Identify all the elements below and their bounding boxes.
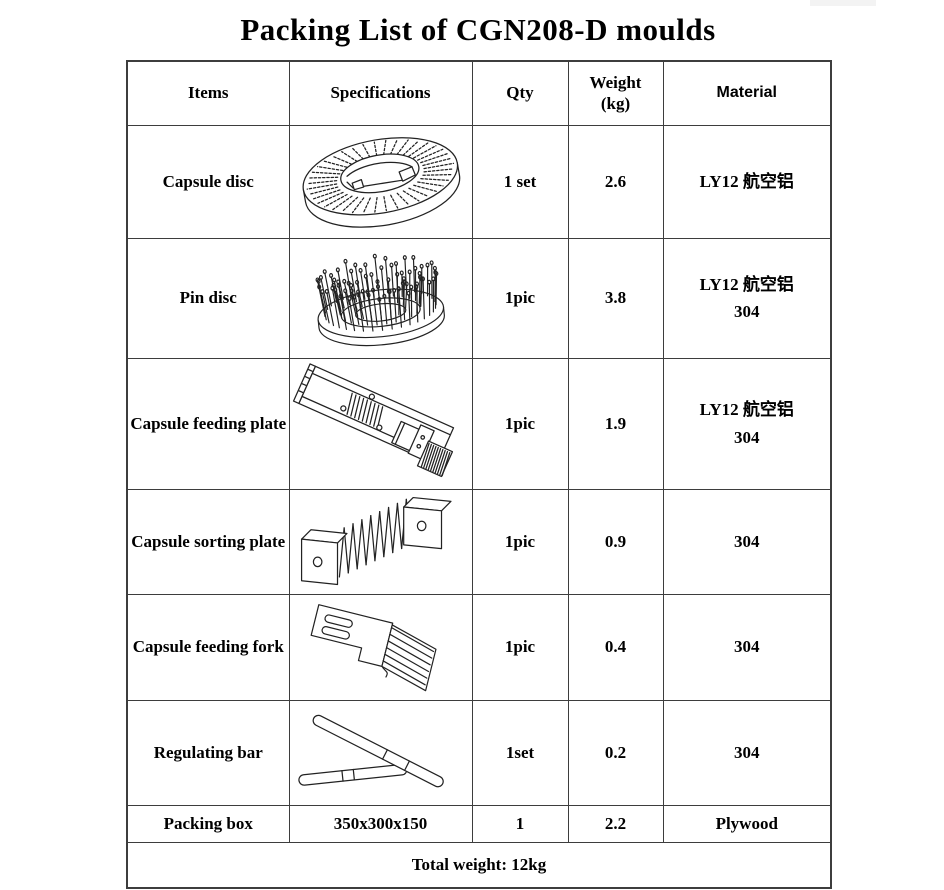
weight-value: 0.4 (567, 593, 664, 701)
col-header-material: Material (662, 60, 832, 126)
total-weight: Total weight: 12kg (126, 841, 832, 888)
material-line: 304 (734, 531, 760, 551)
table-row: Capsule sorting plate 1pic 0.9 304 (126, 488, 832, 595)
weight-value: 1.9 (567, 357, 664, 490)
page-title: Packing List of CGN208-D moulds (240, 12, 716, 47)
weight-header-line2: (kg) (600, 94, 631, 114)
spec-image-cell (288, 124, 473, 239)
material-value: LY12 航空铝 304 (662, 237, 832, 359)
qty-value: 1pic (471, 237, 569, 359)
table-row: Packing box 350x300x150 1 2.2 Plywood (126, 804, 832, 843)
item-name: Capsule feeding fork (126, 593, 290, 701)
table-row: Capsule disc (126, 124, 832, 239)
material-line: 304 (734, 427, 760, 447)
material-value: 304 (662, 593, 832, 701)
spec-image-cell (288, 593, 473, 701)
spec-text-cell: 350x300x150 (288, 804, 473, 843)
item-name: Packing box (126, 804, 290, 843)
col-header-items: Items (126, 60, 290, 126)
table-row: Pin disc 1pic 3.8 LY12 航 (126, 237, 832, 359)
capsule-disc-drawing (302, 136, 460, 228)
weight-value: 0.9 (567, 488, 664, 595)
qty-value: 1set (471, 699, 569, 806)
header-row: Items Specifications Qty Weight (kg) Mat… (126, 60, 832, 126)
col-header-specifications: Specifications (288, 60, 473, 126)
spec-image-cell (288, 699, 473, 806)
qty-value: 1 (471, 804, 569, 843)
table-row: Regulating bar (126, 699, 832, 806)
qty-value: 1pic (471, 488, 569, 595)
regulating-bar-drawing (297, 714, 444, 787)
item-name: Regulating bar (126, 699, 290, 806)
item-name: Capsule feeding plate (126, 357, 290, 490)
total-row: Total weight: 12kg (126, 841, 832, 888)
item-name: Capsule disc (126, 124, 290, 239)
material-line: Plywood (715, 813, 778, 833)
capsule-feeding-plate-drawing (292, 362, 454, 477)
material-value: LY12 航空铝 (662, 124, 832, 239)
weight-header-line1: Weight (589, 73, 642, 92)
material-value: 304 (662, 699, 832, 806)
qty-value: 1pic (471, 357, 569, 490)
table-row: Capsule feeding plate (126, 357, 832, 490)
material-line: 304 (734, 302, 760, 321)
item-name: Pin disc (126, 237, 290, 359)
spec-image-cell (288, 488, 473, 595)
material-line: LY12 航空铝 (699, 171, 794, 191)
material-line: 304 (734, 742, 760, 762)
capsule-feeding-fork-drawing (310, 604, 437, 692)
packing-table: Items Specifications Qty Weight (kg) Mat… (126, 60, 832, 889)
material-line: LY12 航空铝 (699, 400, 794, 420)
col-header-weight: Weight (kg) (567, 60, 664, 126)
weight-value: 2.6 (567, 124, 664, 239)
material-value: 304 (662, 488, 832, 595)
scan-artifact (810, 0, 876, 6)
spec-image-cell (288, 237, 473, 359)
weight-value: 0.2 (567, 699, 664, 806)
material-value: Plywood (662, 804, 832, 843)
weight-value: 2.2 (567, 804, 664, 843)
material-value: LY12 航空铝 304 (662, 357, 832, 490)
item-name: Capsule sorting plate (126, 488, 290, 595)
weight-value: 3.8 (567, 237, 664, 359)
pin-disc-drawing (315, 253, 445, 347)
qty-value: 1pic (471, 593, 569, 701)
table-row: Capsule feeding fork 1pic 0. (126, 593, 832, 701)
col-header-qty: Qty (471, 60, 569, 126)
capsule-sorting-plate-drawing (300, 496, 452, 585)
spec-image-cell (288, 357, 473, 490)
qty-value: 1 set (471, 124, 569, 239)
material-line: LY12 航空铝 (699, 274, 794, 294)
material-line: 304 (734, 637, 760, 657)
